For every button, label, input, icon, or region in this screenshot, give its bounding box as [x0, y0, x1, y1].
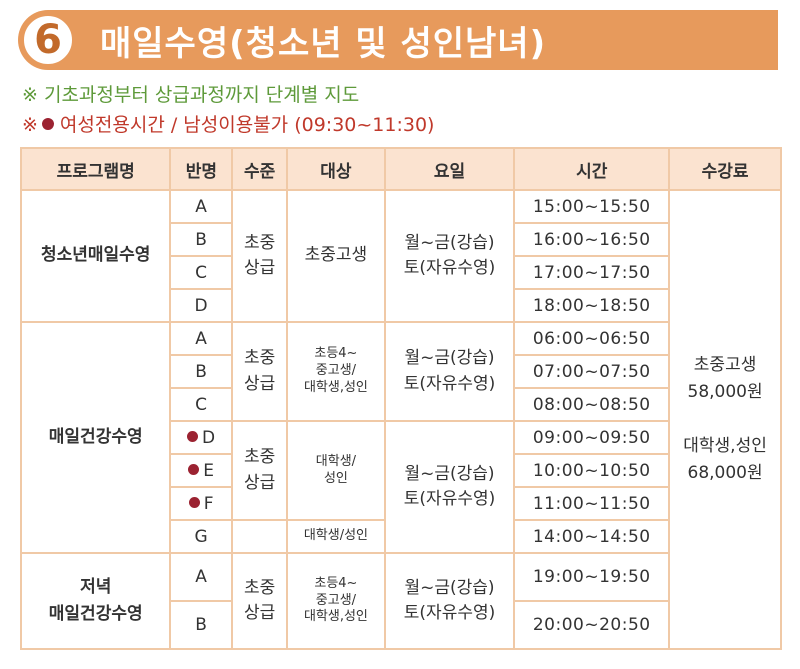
- table-row: F 11:00~11:50: [21, 486, 781, 521]
- class-name: B: [169, 600, 234, 650]
- target-cell: 초등4~ 중고생/ 대학생,성인: [286, 321, 386, 422]
- page-title: 매일수영(청소년 및 성인남녀): [100, 23, 547, 64]
- table-row: 매일건강수영 A 초중 상급 초등4~ 중고생/ 대학생,성인 월~금(강습) …: [19, 321, 781, 554]
- note-women-only-text: 여성전용시간 / 남성이용불가 (09:30~11:30): [59, 114, 435, 136]
- table-header-row: 프로그램명 반명 수준 대상 요일 시간 수강료: [19, 147, 782, 191]
- header-target: 대상: [286, 147, 386, 191]
- target-cell: 대학생/ 성인: [286, 420, 386, 521]
- class-label: D: [202, 427, 216, 448]
- level-cell: 초중 상급: [231, 552, 289, 650]
- time-cell: 19:00~19:50: [513, 552, 671, 602]
- section-number: 6: [20, 12, 76, 68]
- table-row: E 10:00~10:50: [21, 453, 781, 488]
- women-only-dot-icon: [187, 430, 199, 442]
- schedule-table: 프로그램명 반명 수준 대상 요일 시간 수강료 청소년매일수영 A 초중 상급…: [19, 147, 782, 650]
- header-level: 수준: [231, 147, 289, 191]
- table-row: G 대학생/성인 14:00~14:50: [21, 519, 781, 554]
- time-cell: 06:00~06:50: [513, 321, 671, 356]
- table-row: 청소년매일수영 A 초중 상급 초중고생 월~금(강습) 토(자유수영) 15:…: [19, 189, 782, 650]
- table-row: D 초중 상급 대학생/ 성인 월~금(강습) 토(자유수영) 09:00~09…: [21, 420, 781, 554]
- class-name: C: [169, 387, 234, 422]
- time-cell: 16:00~16:50: [513, 222, 671, 257]
- table-row: B 16:00~16:50: [21, 222, 781, 257]
- time-cell: 20:00~20:50: [513, 600, 671, 650]
- women-only-dot-icon: [188, 463, 200, 475]
- level-cell: 초중 상급: [231, 189, 289, 323]
- note-women-only: ※ 여성전용시간 / 남성이용불가 (09:30~11:30): [22, 110, 434, 137]
- class-name: C: [169, 255, 234, 290]
- program-name: 매일건강수영: [19, 321, 172, 554]
- time-cell: 15:00~15:50: [513, 189, 671, 224]
- time-cell: 18:00~18:50: [513, 288, 671, 323]
- women-only-dot-icon: [41, 118, 54, 130]
- target-cell: 대학생/성인: [286, 519, 386, 554]
- header-program: 프로그램명: [19, 147, 172, 191]
- table-row: D 18:00~18:50: [21, 288, 781, 323]
- table-row: 저녁 매일건강수영 A 초중 상급 초등4~ 중고생/ 대학생,성인 월~금(강…: [19, 552, 781, 650]
- target-cell: 초중고생: [286, 189, 386, 323]
- note-mark: ※: [22, 114, 38, 136]
- table-row: C 08:00~08:50: [21, 387, 781, 422]
- target-cell: 초등4~ 중고생/ 대학생,성인: [286, 552, 386, 650]
- header-days: 요일: [383, 147, 516, 191]
- program-name: 청소년매일수영: [19, 189, 172, 323]
- class-name: D: [169, 288, 234, 323]
- header-time: 시간: [513, 147, 671, 191]
- days-cell: 월~금(강습) 토(자유수영): [383, 420, 516, 554]
- fee-cell: 초중고생 58,000원 대학생,성인 68,000원: [668, 189, 782, 650]
- table-row: B 20:00~20:50: [21, 600, 781, 650]
- header-fee: 수강료: [668, 147, 782, 191]
- time-cell: 11:00~11:50: [513, 486, 671, 521]
- days-cell: 월~금(강습) 토(자유수영): [383, 321, 516, 422]
- time-cell: 09:00~09:50: [513, 420, 671, 455]
- program-name: 저녁 매일건강수영: [19, 552, 172, 650]
- class-name-women-only: F: [169, 486, 234, 521]
- table-row: B 07:00~07:50: [21, 354, 781, 389]
- level-cell: 초중 상급: [231, 321, 289, 422]
- level-cell-empty: [231, 519, 289, 554]
- class-name: B: [169, 222, 234, 257]
- class-name-women-only: E: [169, 453, 234, 488]
- header-bar: [18, 10, 778, 70]
- class-name: B: [169, 354, 234, 389]
- time-cell: 17:00~17:50: [513, 255, 671, 290]
- class-name: A: [169, 552, 234, 602]
- days-cell: 월~금(강습) 토(자유수영): [383, 189, 516, 323]
- time-cell: 10:00~10:50: [513, 453, 671, 488]
- class-name: G: [169, 519, 234, 554]
- women-only-dot-icon: [188, 496, 200, 508]
- days-cell: 월~금(강습) 토(자유수영): [383, 552, 516, 650]
- class-name: A: [169, 321, 234, 356]
- table-row: C 17:00~17:50: [21, 255, 781, 290]
- class-label: E: [203, 460, 215, 481]
- time-cell: 14:00~14:50: [513, 519, 671, 554]
- time-cell: 07:00~07:50: [513, 354, 671, 389]
- level-cell: 초중 상급: [231, 420, 289, 521]
- note-levels: ※ 기초과정부터 상급과정까지 단계별 지도: [22, 84, 360, 106]
- header-class: 반명: [169, 147, 234, 191]
- time-cell: 08:00~08:50: [513, 387, 671, 422]
- class-label: F: [203, 493, 214, 514]
- class-name: A: [169, 189, 234, 224]
- class-name-women-only: D: [169, 420, 234, 455]
